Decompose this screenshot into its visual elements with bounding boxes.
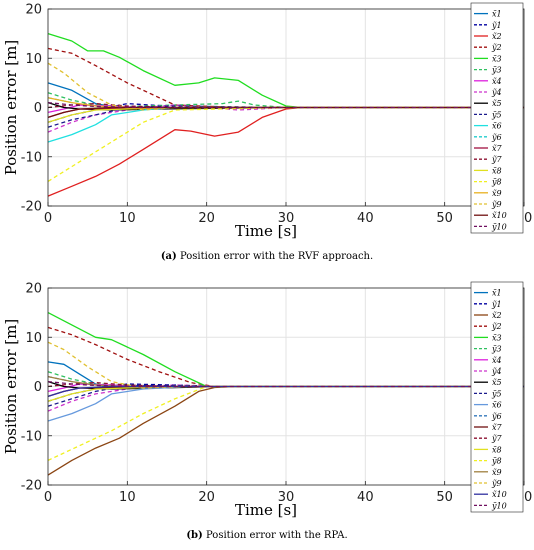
legend-label-a-17: ỹ9 (491, 200, 502, 209)
legend-label-a-2: x̃2 (492, 32, 502, 41)
legend-label-a-0: x̃1 (492, 10, 502, 19)
legend-box-a (470, 2, 524, 234)
x-tick-label-b: 40 (357, 490, 374, 505)
y-tick-label-a: -10 (21, 150, 42, 165)
series-line-a-4 (47, 32, 524, 109)
legend-label-a-12: x̃7 (492, 144, 503, 153)
legend-label-a-10: x̃6 (492, 122, 502, 131)
caption-b-text: Position error with the RPA. (202, 530, 348, 541)
legend-label-b-15: ỹ8 (491, 457, 502, 466)
x-tick-label-a: 0 (44, 211, 52, 226)
series-line-a-19 (47, 101, 524, 109)
legend-label-b-8: x̃5 (492, 378, 502, 387)
legend-label-a-16: x̃9 (492, 189, 502, 198)
y-tick-label-b: 0 (34, 380, 42, 395)
legend-label-b-4: x̃3 (492, 333, 502, 342)
legend-label-b-9: ỹ5 (491, 389, 502, 398)
y-axis-label-b: Position error [m] (2, 319, 20, 454)
series-line-b-18 (47, 385, 524, 398)
legend-label-a-11: ỹ6 (491, 133, 502, 142)
legend-label-a-13: ỹ7 (491, 155, 503, 164)
y-tick-label-a: 20 (25, 3, 42, 18)
x-tick-label-b: 30 (278, 490, 295, 505)
legend-a: x̃1 ỹ1 x̃2 ỹ2 x̃3 ỹ3 x̃4 ỹ4 x̃5 ỹ5 x̃6 ỹ6 x̃7 ỹ7 x̃8 ỹ8… (470, 2, 524, 234)
x-axis-label-b: Time [s] (235, 501, 297, 519)
legend-label-a-8: x̃5 (492, 99, 502, 108)
x-tick-label-a: 50 (436, 211, 453, 226)
series-line-a-15 (47, 106, 524, 182)
series-line-a-3 (47, 47, 524, 109)
x-tick-label-b: 20 (198, 490, 215, 505)
legend-label-b-17: ỹ9 (491, 479, 502, 488)
legend-label-b-5: ỹ3 (491, 345, 502, 354)
y-tick-label-b: 10 (25, 331, 42, 346)
caption-b: (b) Position error with the RPA. (0, 530, 534, 541)
y-tick-label-b: -20 (21, 479, 42, 494)
legend-label-a-4: x̃3 (492, 54, 502, 63)
series-line-b-3 (47, 326, 524, 388)
y-tick-label-b: 20 (25, 282, 42, 297)
legend-label-b-7: ỹ4 (491, 367, 502, 376)
x-tick-label-a: 10 (119, 211, 136, 226)
x-tick-label-a: 40 (357, 211, 374, 226)
legend-label-a-9: ỹ5 (491, 110, 502, 119)
series-line-a-5 (47, 92, 524, 109)
legend-label-a-18: x̃10 (492, 211, 507, 220)
legend-label-b-18: x̃10 (492, 490, 507, 499)
y-tick-label-a: 10 (25, 52, 42, 67)
x-axis-label-a: Time [s] (235, 222, 297, 240)
caption-a-text: Position error with the RVF approach. (176, 251, 374, 262)
y-tick-label-b: -10 (21, 429, 42, 444)
x-tick-label-a: 30 (278, 211, 295, 226)
y-tick-label-a: 0 (34, 101, 42, 116)
y-axis-label-a: Position error [m] (2, 40, 20, 175)
legend-label-a-6: x̃4 (492, 77, 502, 86)
legend-box-b (470, 281, 524, 513)
series-line-a-2 (47, 106, 524, 197)
legend-label-b-14: x̃8 (492, 445, 502, 454)
legend-label-b-10: x̃6 (492, 401, 502, 410)
legend-label-a-5: ỹ3 (491, 66, 502, 75)
legend-label-b-11: ỹ6 (491, 412, 502, 421)
legend-label-b-0: x̃1 (492, 289, 502, 298)
legend-b: x̃1 ỹ1 x̃2 ỹ2 x̃3 ỹ3 x̃4 ỹ4 x̃5 ỹ5 x̃6 ỹ6 x̃7 ỹ7 x̃8 ỹ8… (470, 281, 524, 513)
legend-label-b-1: ỹ1 (491, 300, 502, 309)
y-tick-label-a: -20 (21, 200, 42, 215)
caption-b-tag: (b) (186, 530, 203, 541)
series-line-b-19 (47, 380, 524, 388)
legend-label-a-7: ỹ4 (491, 88, 502, 97)
legend-label-b-3: ỹ2 (491, 322, 502, 331)
series-line-b-4 (47, 312, 524, 388)
caption-a: (a) Position error with the RVF approach… (0, 251, 534, 262)
x-tick-label-b: 50 (436, 490, 453, 505)
caption-a-tag: (a) (160, 251, 177, 262)
legend-label-b-19: ỹ10 (491, 501, 507, 510)
x-tick-label-b: 10 (119, 490, 136, 505)
legend-label-a-1: ỹ1 (491, 21, 502, 30)
legend-label-a-15: ỹ8 (491, 178, 502, 187)
legend-label-b-12: x̃7 (492, 423, 503, 432)
x-tick-label-b: 0 (44, 490, 52, 505)
legend-label-b-13: ỹ7 (491, 434, 503, 443)
legend-label-a-3: ỹ2 (491, 43, 502, 52)
legend-label-b-16: x̃9 (492, 468, 502, 477)
legend-label-a-19: ỹ10 (491, 222, 507, 231)
legend-label-b-6: x̃4 (492, 356, 502, 365)
x-tick-label-a: 20 (198, 211, 215, 226)
legend-label-b-2: x̃2 (492, 311, 502, 320)
legend-label-a-14: x̃8 (492, 166, 502, 175)
